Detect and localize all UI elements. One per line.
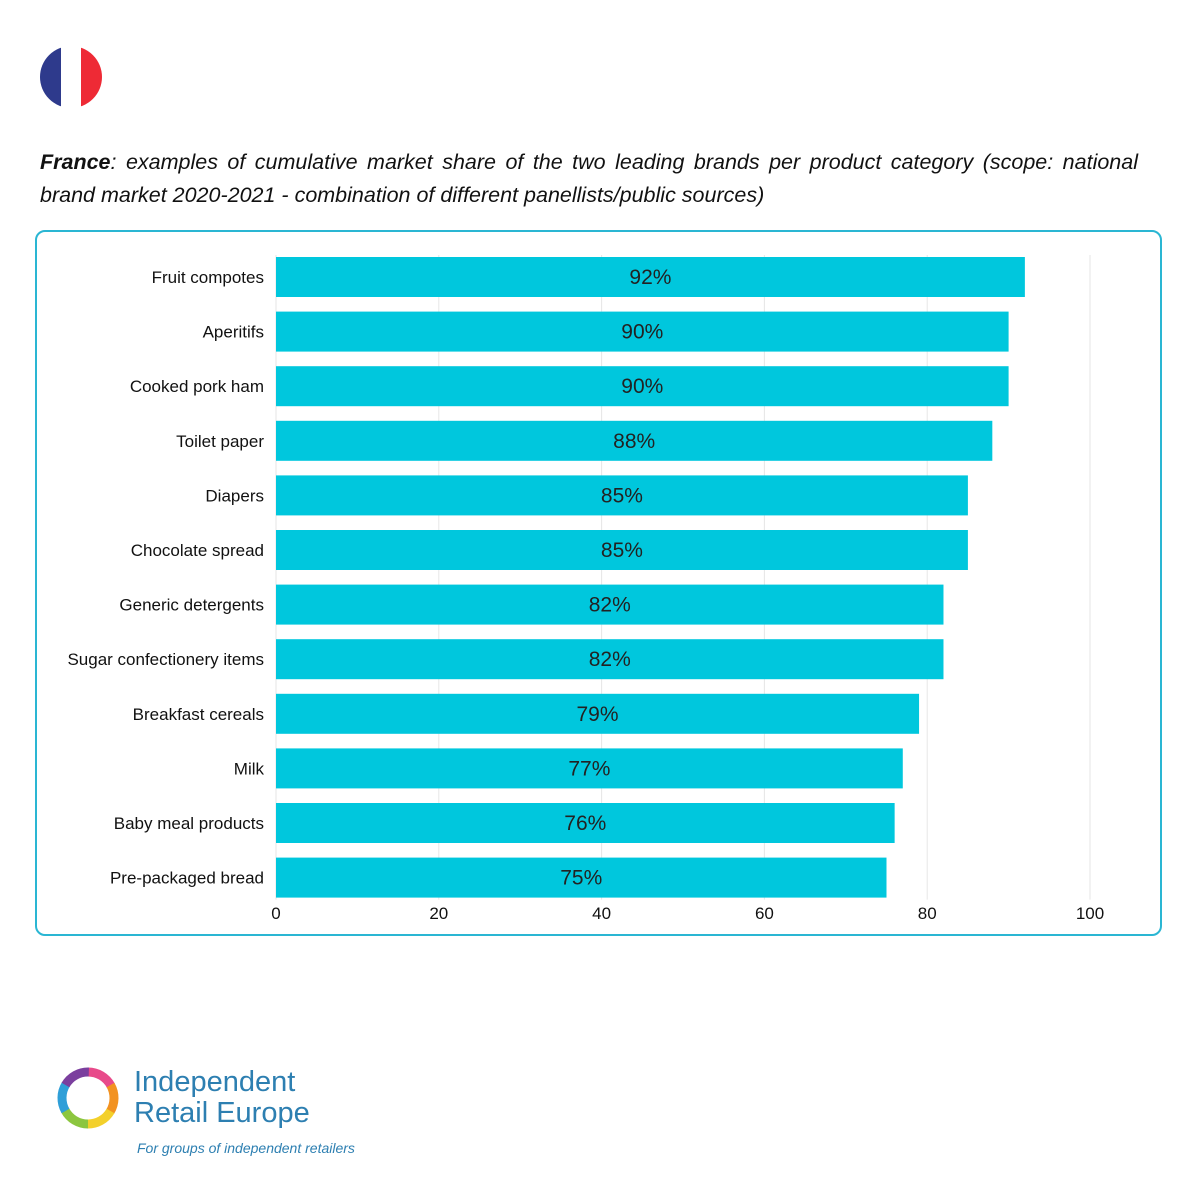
- france-flag-icon: [40, 46, 102, 108]
- bar: [276, 803, 895, 843]
- x-tick-label: 0: [271, 904, 280, 923]
- bar: [276, 257, 1025, 297]
- data-label: 75%: [560, 867, 602, 890]
- data-label: 88%: [613, 430, 655, 453]
- brand-name: Independent Retail Europe: [134, 1066, 310, 1129]
- bar: [276, 857, 887, 898]
- title-text: : examples of cumulative market share of…: [40, 150, 1138, 207]
- data-label: 90%: [621, 321, 663, 344]
- x-tick-label: 60: [755, 904, 774, 923]
- category-label: Fruit compotes: [152, 268, 264, 287]
- category-label: Pre-packaged bread: [110, 869, 264, 888]
- category-label: Chocolate spread: [131, 541, 264, 560]
- data-label: 85%: [601, 539, 643, 562]
- bar: [276, 420, 993, 461]
- title-country: France: [40, 150, 111, 174]
- category-label: Cooked pork ham: [130, 377, 264, 396]
- category-label: Toilet paper: [176, 432, 264, 451]
- data-label: 76%: [564, 812, 606, 835]
- bar: [276, 584, 944, 625]
- x-tick-label: 20: [429, 904, 448, 923]
- data-label: 90%: [621, 375, 663, 398]
- category-label: Sugar confectionery items: [67, 650, 264, 669]
- category-label: Milk: [234, 759, 265, 778]
- data-label: 92%: [629, 266, 671, 289]
- bar: [276, 748, 903, 789]
- category-label: Generic detergents: [119, 596, 264, 615]
- bar: [276, 475, 968, 516]
- bar: [276, 639, 944, 680]
- chart-frame: [35, 230, 1162, 936]
- data-label: 82%: [589, 648, 631, 671]
- data-label: 79%: [577, 703, 619, 726]
- data-label: 85%: [601, 484, 643, 507]
- category-label: Aperitifs: [203, 323, 264, 342]
- x-tick-label: 40: [592, 904, 611, 923]
- brand-tagline: For groups of independent retailers: [137, 1140, 355, 1156]
- bar: [276, 366, 1009, 407]
- category-label: Baby meal products: [114, 814, 264, 833]
- x-tick-label: 80: [918, 904, 937, 923]
- data-label: 82%: [589, 594, 631, 617]
- data-label: 77%: [568, 757, 610, 780]
- bar: [276, 530, 968, 570]
- category-label: Breakfast cereals: [133, 705, 264, 724]
- colorful-ring-logo-icon: [57, 1067, 119, 1129]
- category-label: Diapers: [205, 486, 264, 505]
- chart-title: France: examples of cumulative market sh…: [40, 146, 1138, 212]
- bar: [276, 693, 920, 734]
- x-tick-label: 100: [1076, 904, 1104, 923]
- bar: [276, 311, 1009, 352]
